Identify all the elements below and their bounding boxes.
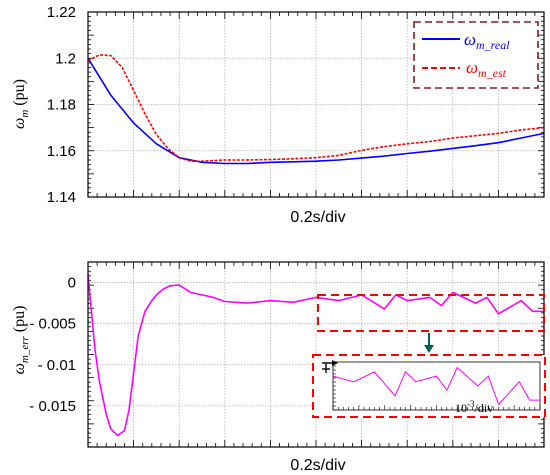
bottom-y-tick-labels: 0 - 0.005 - 0.01 - 0.015 bbox=[29, 275, 76, 415]
top-y-tick-labels: 1.22 1.2 1.18 1.16 1.14 bbox=[47, 4, 76, 206]
bottom-y-tick-label: - 0.015 bbox=[29, 398, 76, 415]
top-y-tick-label: 1.16 bbox=[47, 143, 76, 160]
top-y-tick-label: 1.14 bbox=[47, 189, 76, 206]
highlight-box bbox=[318, 295, 544, 331]
inset-scale-label: 10-3/div bbox=[455, 399, 493, 415]
top-y-axis-label: ωm (pu) bbox=[11, 79, 31, 129]
zoom-arrow bbox=[424, 333, 434, 353]
zoom-inset: 10-3/div bbox=[313, 355, 545, 417]
top-y-tick-label: 1.18 bbox=[47, 97, 76, 114]
top-x-axis-label: 0.2s/div bbox=[290, 209, 345, 226]
bottom-y-tick-label: 0 bbox=[68, 275, 76, 292]
top-y-tick-label: 1.2 bbox=[55, 50, 76, 67]
error-chart: 0 - 0.005 - 0.01 - 0.015 0.2s/div ωm_err (p… bbox=[11, 262, 545, 474]
bottom-y-tick-label: - 0.01 bbox=[38, 357, 76, 374]
bottom-y-axis-label: ωm_err (pu) bbox=[11, 306, 31, 375]
legend: ωm_real ωm_est bbox=[414, 22, 538, 88]
speed-chart: 1.22 1.2 1.18 1.16 1.14 0.2s/div ωm (pu) ωm_… bbox=[11, 4, 544, 226]
inset-box bbox=[313, 355, 545, 417]
bottom-x-axis-label: 0.2s/div bbox=[290, 457, 345, 474]
top-y-tick-label: 1.22 bbox=[47, 4, 76, 21]
bottom-y-tick-label: - 0.005 bbox=[29, 316, 76, 333]
